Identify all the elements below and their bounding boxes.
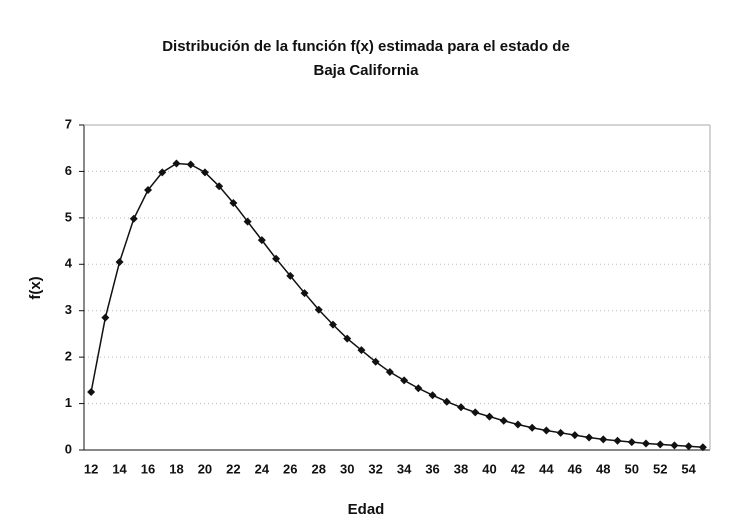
data-marker xyxy=(328,320,337,329)
data-marker xyxy=(385,368,394,376)
data-marker xyxy=(684,442,693,451)
data-marker xyxy=(87,387,96,396)
data-marker xyxy=(442,397,451,406)
x-tick-label: 38 xyxy=(454,461,468,476)
x-tick-label: 28 xyxy=(312,461,326,476)
x-tick-label: 20 xyxy=(198,461,212,476)
data-marker xyxy=(129,214,138,223)
data-marker xyxy=(528,423,537,432)
x-tick-label: 14 xyxy=(112,461,127,476)
x-tick-label: 50 xyxy=(625,461,639,476)
data-marker xyxy=(414,384,423,393)
data-marker xyxy=(144,186,153,194)
data-marker xyxy=(186,160,195,169)
data-marker xyxy=(428,391,437,400)
x-tick-label: 46 xyxy=(568,461,582,476)
data-marker xyxy=(115,257,124,266)
data-marker xyxy=(613,436,622,445)
data-marker xyxy=(599,435,608,444)
y-tick-label: 3 xyxy=(65,302,72,317)
data-marker xyxy=(656,440,665,449)
data-marker xyxy=(243,217,252,226)
data-marker xyxy=(158,168,167,177)
x-tick-label: 22 xyxy=(226,461,240,476)
y-tick-label: 6 xyxy=(65,163,72,178)
data-marker xyxy=(215,182,224,191)
x-tick-label: 48 xyxy=(596,461,610,476)
data-marker xyxy=(585,433,594,442)
data-marker xyxy=(272,254,281,263)
x-tick-label: 18 xyxy=(169,461,183,476)
data-marker xyxy=(101,313,110,322)
data-marker xyxy=(229,199,238,207)
chart-title: Baja California xyxy=(313,62,419,79)
x-tick-label: 16 xyxy=(141,461,155,476)
x-tick-label: 42 xyxy=(511,461,525,476)
chart-title: Distribución de la función f(x) estimada… xyxy=(162,38,570,55)
x-tick-label: 24 xyxy=(255,461,270,476)
x-tick-label: 32 xyxy=(368,461,382,476)
x-tick-label: 36 xyxy=(425,461,439,476)
x-tick-label: 52 xyxy=(653,461,667,476)
y-axis-title: f(x) xyxy=(27,276,44,299)
data-marker xyxy=(698,443,707,452)
y-tick-label: 7 xyxy=(65,116,72,131)
data-marker xyxy=(172,159,181,168)
data-marker xyxy=(400,376,409,385)
data-marker xyxy=(670,441,679,450)
data-marker xyxy=(314,305,323,314)
data-marker xyxy=(343,334,352,343)
data-marker xyxy=(542,426,551,435)
data-marker xyxy=(471,408,480,417)
data-marker xyxy=(641,439,650,448)
x-tick-label: 30 xyxy=(340,461,354,476)
x-tick-label: 12 xyxy=(84,461,98,476)
data-marker xyxy=(357,346,366,355)
data-marker xyxy=(556,428,565,437)
x-tick-label: 54 xyxy=(681,461,696,476)
data-marker xyxy=(570,431,579,440)
y-tick-label: 2 xyxy=(65,349,72,364)
data-marker xyxy=(499,416,508,425)
y-tick-label: 0 xyxy=(65,441,72,456)
x-tick-label: 26 xyxy=(283,461,297,476)
data-marker xyxy=(513,420,522,429)
x-tick-label: 40 xyxy=(482,461,496,476)
data-marker xyxy=(627,438,636,447)
x-axis-title: Edad xyxy=(348,501,385,518)
y-tick-label: 1 xyxy=(65,395,72,410)
y-tick-label: 5 xyxy=(65,209,72,224)
data-marker xyxy=(257,236,266,245)
x-tick-label: 34 xyxy=(397,461,412,476)
data-marker xyxy=(200,168,209,177)
data-marker xyxy=(286,271,295,280)
data-marker xyxy=(457,403,466,412)
data-marker xyxy=(485,412,494,421)
data-marker xyxy=(371,357,380,366)
y-tick-label: 4 xyxy=(65,256,73,271)
data-marker xyxy=(300,289,309,298)
x-tick-label: 44 xyxy=(539,461,554,476)
